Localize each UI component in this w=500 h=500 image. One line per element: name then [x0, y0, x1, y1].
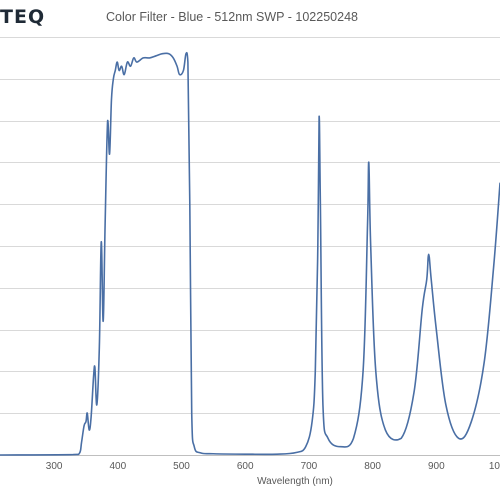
- x-tick-label: 800: [364, 461, 381, 472]
- x-tick-label: 600: [237, 461, 254, 472]
- x-tick-label: 400: [109, 461, 126, 472]
- gridlines: [0, 37, 500, 456]
- chart-title: Color Filter - Blue - 512nm SWP - 102250…: [106, 10, 358, 24]
- x-tick-label: 1000: [489, 461, 500, 472]
- x-tick-label: 900: [428, 461, 445, 472]
- x-tick-label: 300: [46, 461, 63, 472]
- x-tick-label: 700: [301, 461, 318, 472]
- x-tick-labels: 300 400 500 600 700 800 900 1000: [46, 461, 500, 472]
- x-axis-title: Wavelength (nm): [257, 476, 333, 487]
- company-logo: TEQ: [0, 6, 46, 28]
- x-tick-label: 500: [173, 461, 190, 472]
- transmission-curve: [0, 51, 500, 456]
